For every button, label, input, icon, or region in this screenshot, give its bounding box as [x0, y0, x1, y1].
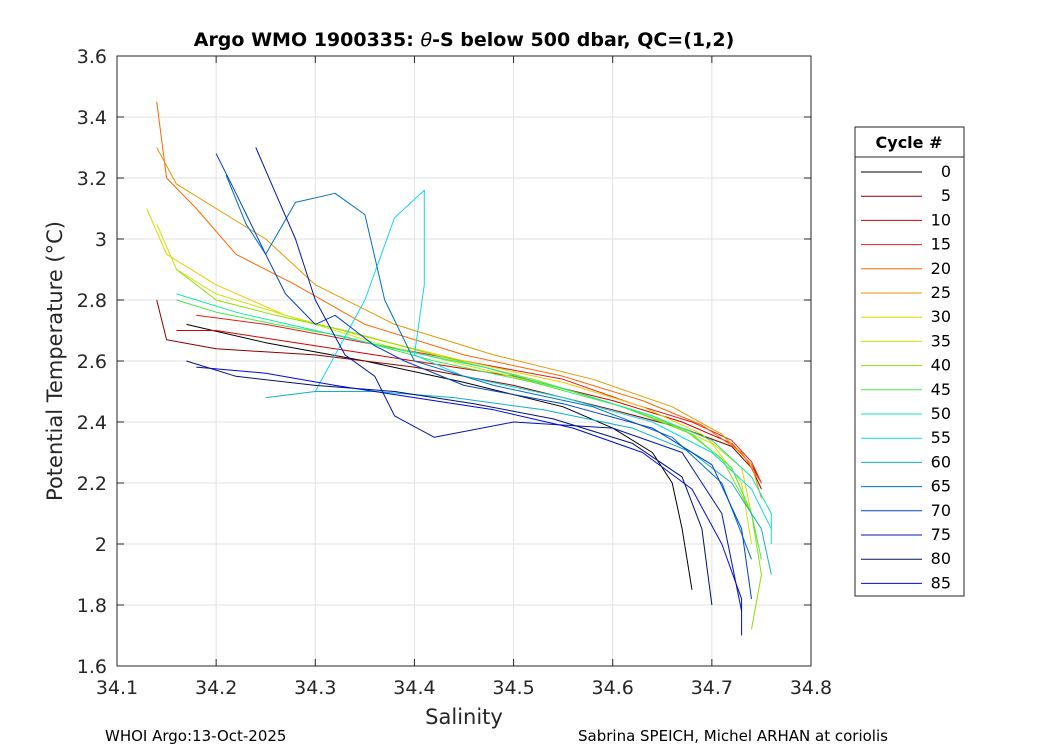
legend-label-20: 20 [931, 259, 951, 278]
legend-label-25: 25 [931, 283, 951, 302]
y-tick-label: 2.8 [77, 290, 107, 312]
series-line-cycle-25 [156, 147, 762, 499]
y-tick-label: 3.4 [77, 107, 107, 129]
y-tick-label: 2 [95, 534, 107, 556]
axis-ticks: 34.1 34.2 34.3 34.4 34.5 34.6 34.7 34.8 1.6 1.8 2 2… [77, 46, 832, 699]
y-tick-label: 3 [95, 229, 107, 251]
series-line-cycle-20 [156, 101, 762, 484]
legend-label-75: 75 [931, 525, 951, 544]
x-tick-label: 34.8 [790, 677, 832, 699]
legend-label-65: 65 [931, 477, 951, 496]
x-tick-label: 34.3 [294, 677, 336, 699]
x-tick-label: 34.5 [492, 677, 534, 699]
x-tick-label: 34.4 [393, 677, 435, 699]
legend-label-10: 10 [931, 210, 951, 229]
legend-entries: 0 5 10 15 20 25 30 35 40 45 50 55 60 65 70 75 80 85 [861, 162, 951, 592]
legend-title: Cycle # [876, 133, 943, 152]
series-line-cycle-80 [186, 360, 713, 606]
footer-right: Sabrina SPEICH, Michel ARHAN at coriolis [578, 727, 888, 745]
legend-label-80: 80 [931, 549, 951, 568]
x-tick-label: 34.2 [195, 677, 237, 699]
legend-label-70: 70 [931, 501, 951, 520]
y-tick-label: 2.6 [77, 351, 107, 373]
legend-label-60: 60 [931, 452, 951, 471]
legend-label-35: 35 [931, 331, 951, 350]
series-line-cycle-0 [186, 323, 693, 590]
y-tick-label: 3.2 [77, 168, 107, 190]
series-line-cycle-75 [255, 147, 743, 612]
legend-label-85: 85 [931, 573, 951, 592]
x-tick-label: 34.7 [691, 677, 733, 699]
series-line-cycle-70 [215, 153, 752, 599]
legend-label-30: 30 [931, 307, 951, 326]
series-line-cycle-60 [265, 391, 772, 575]
legend: Cycle # 0 5 10 15 20 25 30 35 40 45 50 55 60 65 70 75 80… [854, 126, 965, 597]
series-line-cycle-45 [176, 299, 762, 560]
series-line-cycle-85 [196, 366, 743, 636]
legend-label-45: 45 [931, 380, 951, 399]
series-line-cycle-50 [176, 293, 772, 544]
x-tick-label: 34.6 [592, 677, 634, 699]
legend-label-55: 55 [931, 428, 951, 447]
y-tick-label: 1.8 [77, 595, 107, 617]
series-line-cycle-15 [196, 314, 762, 484]
legend-label-40: 40 [931, 356, 951, 375]
series-line-cycle-30 [146, 208, 752, 514]
x-tick-label: 34.1 [96, 677, 138, 699]
series-group [146, 101, 772, 636]
legend-label-0: 0 [941, 162, 951, 181]
legend-label-15: 15 [931, 235, 951, 254]
y-tick-label: 2.2 [77, 473, 107, 495]
series-line-cycle-55 [314, 189, 772, 530]
y-tick-label: 3.6 [77, 46, 107, 68]
y-tick-label: 2.4 [77, 412, 107, 434]
footer-left: WHOI Argo:13-Oct-2025 [105, 727, 286, 745]
y-tick-label: 1.6 [77, 656, 107, 678]
series-line-cycle-5 [156, 299, 762, 490]
y-axis-label: Potential Temperature (°C) [43, 221, 67, 501]
chart-title: Argo WMO 1900335: θ-S below 500 dbar, QC… [194, 29, 735, 51]
x-axis-label: Salinity [425, 705, 503, 729]
legend-label-5: 5 [941, 186, 951, 205]
legend-box [854, 126, 965, 597]
legend-label-50: 50 [931, 404, 951, 423]
series-line-cycle-35 [156, 223, 752, 545]
